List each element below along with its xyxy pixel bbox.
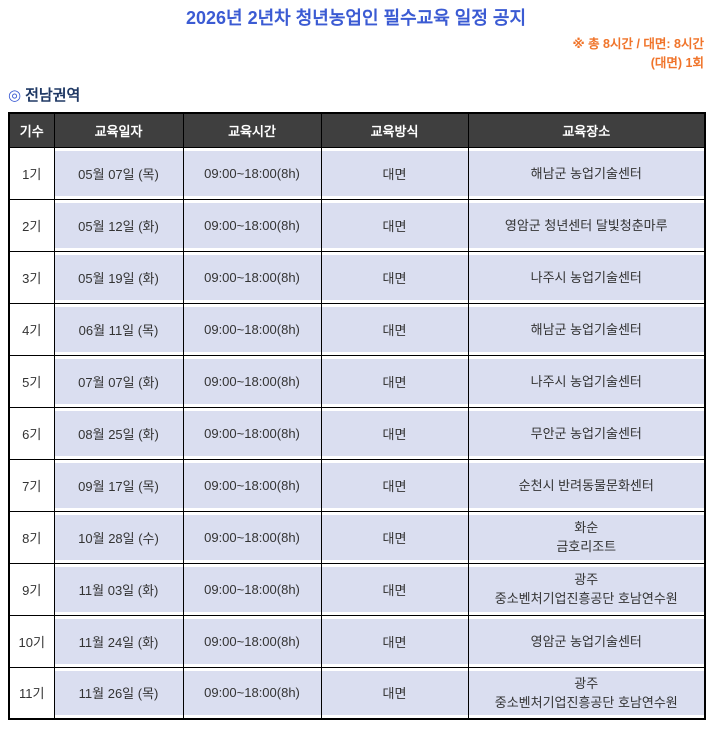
- col-header-time: 교육시간: [182, 112, 322, 148]
- time-cell: 09:00~18:00(8h): [182, 666, 322, 720]
- cohort-cell: 4기: [8, 302, 55, 356]
- time-cell: 09:00~18:00(8h): [182, 406, 322, 460]
- cohort-cell: 1기: [8, 146, 55, 200]
- method-cell: 대면: [320, 562, 469, 616]
- venue-line: 무안군 농업기술센터: [530, 425, 642, 441]
- venue-line: 영암군 농업기술센터: [530, 633, 642, 649]
- date-cell: 08월 25일 (화): [53, 406, 184, 460]
- schedule-row: 3기 05월 19일 (화) 09:00~18:00(8h) 대면 나주시 농업기술센터: [8, 250, 706, 304]
- venue-line: 금호리조트: [556, 539, 617, 554]
- header-row: 기수 교육일자 교육시간 교육방식 교육장소: [8, 112, 706, 148]
- venue-line: 영암군 청년센터 달빛청춘마루: [504, 217, 668, 233]
- cohort-cell: 11기: [8, 666, 55, 720]
- venue-line: 광주: [574, 675, 599, 691]
- time-cell: 09:00~18:00(8h): [182, 458, 322, 512]
- date-cell: 07월 07일 (화): [53, 354, 184, 408]
- time-cell: 09:00~18:00(8h): [182, 510, 322, 564]
- venue-cell: 영암군 농업기술센터: [467, 614, 706, 668]
- method-cell: 대면: [320, 614, 469, 668]
- venue-cell: 무안군 농업기술센터: [467, 406, 706, 460]
- time-cell: 09:00~18:00(8h): [182, 146, 322, 200]
- cohort-cell: 5기: [8, 354, 55, 408]
- method-cell: 대면: [320, 198, 469, 252]
- time-cell: 09:00~18:00(8h): [182, 614, 322, 668]
- schedule-row: 6기 08월 25일 (화) 09:00~18:00(8h) 대면 무안군 농업기술센터: [8, 406, 706, 460]
- venue-line: 해남군 농업기술센터: [530, 321, 642, 337]
- schedule-row: 9기 11월 03일 (화) 09:00~18:00(8h) 대면 광주 중소벤처기업진흥…: [8, 562, 706, 616]
- cohort-cell: 6기: [8, 406, 55, 460]
- venue-line: 중소벤처기업진흥공단 호남연수원: [494, 591, 678, 606]
- venue-line: 화순: [574, 520, 599, 535]
- schedule-row: 4기 06월 11일 (목) 09:00~18:00(8h) 대면 해남군 농업기술센터: [8, 302, 706, 356]
- col-header-date: 교육일자: [53, 112, 184, 148]
- venue-cell: 해남군 농업기술센터: [467, 302, 706, 356]
- venue-cell: 나주시 농업기술센터: [467, 354, 706, 408]
- schedule-row: 11기 11월 26일 (목) 09:00~18:00(8h) 대면 광주 중소벤처기업진…: [8, 666, 706, 720]
- hours-note-line2: (대면) 1회: [650, 56, 704, 70]
- region-label: 전남권역: [25, 87, 81, 104]
- schedule-body: 1기 05월 07일 (목) 09:00~18:00(8h) 대면 해남군 농업기술센터…: [8, 146, 706, 720]
- cohort-cell: 3기: [8, 250, 55, 304]
- schedule-row: 8기 10월 28일 (수) 09:00~18:00(8h) 대면 화순 금호리조트: [8, 510, 706, 564]
- cohort-cell: 10기: [8, 614, 55, 668]
- hours-note: ※ 총 8시간 / 대면: 8시간 (대면) 1회: [0, 35, 712, 73]
- venue-line: 해남군 농업기술센터: [530, 165, 642, 181]
- col-header-cohort: 기수: [8, 112, 55, 148]
- time-cell: 09:00~18:00(8h): [182, 250, 322, 304]
- schedule-row: 2기 05월 12일 (화) 09:00~18:00(8h) 대면 영암군 청년센터 달…: [8, 198, 706, 252]
- schedule-table: 기수 교육일자 교육시간 교육방식 교육장소 1기 05월 07일 (목) 09:0…: [8, 112, 706, 720]
- venue-cell: 나주시 농업기술센터: [467, 250, 706, 304]
- schedule-row: 7기 09월 17일 (목) 09:00~18:00(8h) 대면 순천시 반려동물문화…: [8, 458, 706, 512]
- time-cell: 09:00~18:00(8h): [182, 354, 322, 408]
- date-cell: 05월 12일 (화): [53, 198, 184, 252]
- date-cell: 05월 07일 (목): [53, 146, 184, 200]
- region-heading: ◎ 전남권역: [8, 84, 712, 105]
- method-cell: 대면: [320, 250, 469, 304]
- date-cell: 10월 28일 (수): [53, 510, 184, 564]
- method-cell: 대면: [320, 146, 469, 200]
- venue-line: 중소벤처기업진흥공단 호남연수원: [494, 694, 678, 710]
- date-cell: 05월 19일 (화): [53, 250, 184, 304]
- method-cell: 대면: [320, 354, 469, 408]
- method-cell: 대면: [320, 406, 469, 460]
- method-cell: 대면: [320, 510, 469, 564]
- venue-cell: 영암군 청년센터 달빛청춘마루: [467, 198, 706, 252]
- cohort-cell: 7기: [8, 458, 55, 512]
- venue-line: 순천시 반려동물문화센터: [518, 477, 654, 493]
- schedule-row: 5기 07월 07일 (화) 09:00~18:00(8h) 대면 나주시 농업기술센터: [8, 354, 706, 408]
- double-circle-icon: ◎: [8, 87, 22, 104]
- page-title: 2026년 2년차 청년농업인 필수교육 일정 공지: [185, 8, 527, 28]
- date-cell: 09월 17일 (목): [53, 458, 184, 512]
- time-cell: 09:00~18:00(8h): [182, 198, 322, 252]
- date-cell: 11월 03일 (화): [53, 562, 184, 616]
- venue-line: 광주: [574, 572, 599, 587]
- method-cell: 대면: [320, 458, 469, 512]
- cohort-cell: 8기: [8, 510, 55, 564]
- method-cell: 대면: [320, 302, 469, 356]
- cohort-cell: 9기: [8, 562, 55, 616]
- venue-cell: 순천시 반려동물문화센터: [467, 458, 706, 512]
- date-cell: 06월 11일 (목): [53, 302, 184, 356]
- schedule-row: 10기 11월 24일 (화) 09:00~18:00(8h) 대면 영암군 농업기술센…: [8, 614, 706, 668]
- cohort-cell: 2기: [8, 198, 55, 252]
- date-cell: 11월 26일 (목): [53, 666, 184, 720]
- hours-note-line1: ※ 총 8시간 / 대면: 8시간: [572, 37, 704, 51]
- venue-line: 나주시 농업기술센터: [530, 373, 642, 389]
- time-cell: 09:00~18:00(8h): [182, 562, 322, 616]
- venue-cell: 해남군 농업기술센터: [467, 146, 706, 200]
- date-cell: 11월 24일 (화): [53, 614, 184, 668]
- col-header-method: 교육방식: [320, 112, 469, 148]
- venue-line: 나주시 농업기술센터: [530, 269, 642, 285]
- col-header-venue: 교육장소: [467, 112, 706, 148]
- time-cell: 09:00~18:00(8h): [182, 302, 322, 356]
- method-cell: 대면: [320, 666, 469, 720]
- schedule-row: 1기 05월 07일 (목) 09:00~18:00(8h) 대면 해남군 농업기술센터: [8, 146, 706, 200]
